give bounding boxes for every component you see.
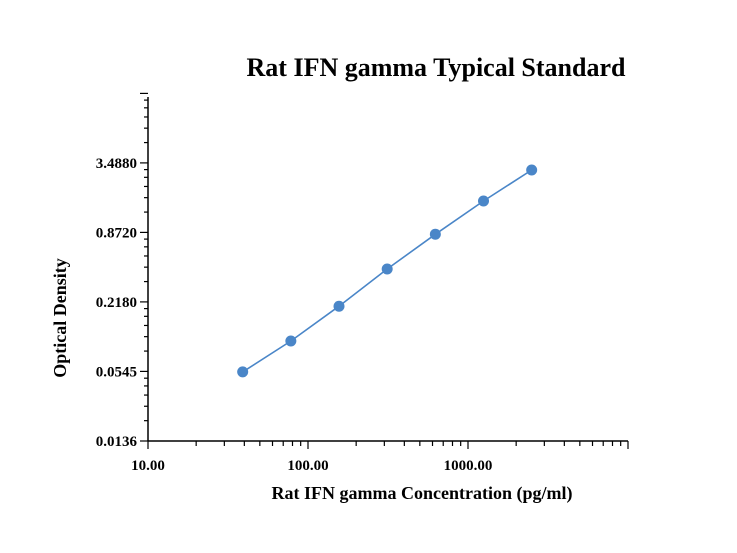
y-tick-label: 3.4880 <box>96 156 137 172</box>
x-tick-label: 100.00 <box>287 458 328 474</box>
data-point <box>237 366 249 378</box>
data-point <box>429 228 441 240</box>
ticks <box>140 92 629 449</box>
y-tick-label: 0.0545 <box>96 364 137 380</box>
data-point <box>526 164 538 176</box>
data-point <box>381 263 393 275</box>
x-axis-label: Rat IFN gamma Concentration (pg/ml) <box>272 483 573 504</box>
y-axis-label: Optical Density <box>50 258 70 378</box>
y-tick-label: 0.8720 <box>96 225 137 241</box>
x-tick-label: 1000.00 <box>444 458 493 474</box>
tick-labels: 10.00 100.00 1000.00 0.0136 0.0545 0.2180 0.87… <box>96 156 493 474</box>
y-tick-label: 0.0136 <box>96 434 138 450</box>
data-point <box>333 300 345 312</box>
axes <box>147 97 628 442</box>
data-point <box>478 195 490 207</box>
x-tick-label: 10.00 <box>131 458 165 474</box>
series-group <box>237 164 538 378</box>
data-point <box>285 335 297 347</box>
y-tick-label: 0.2180 <box>96 295 137 311</box>
chart-title: Rat IFN gamma Typical Standard <box>247 53 626 82</box>
